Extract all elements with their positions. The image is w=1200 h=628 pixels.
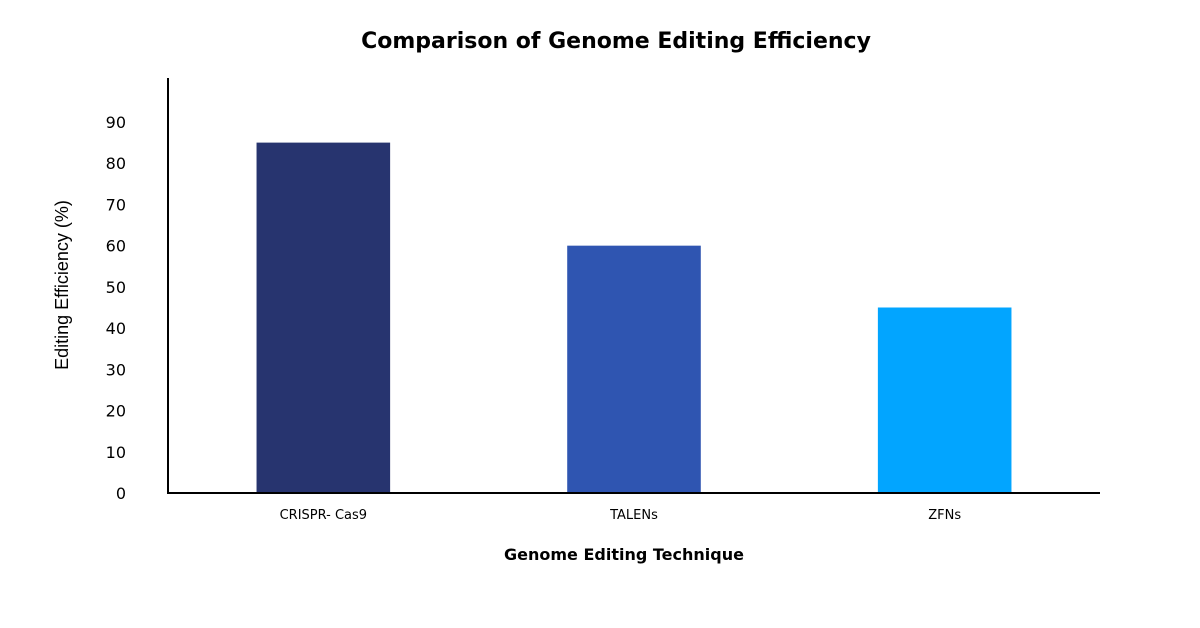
x-tick-label: CRISPR- Cas9 [280,508,367,523]
bar-crispr-cas9 [256,142,391,493]
y-tick-label: 20 [106,402,126,421]
x-tick-label: ZFNs [928,508,961,523]
bar-zfns [877,307,1012,493]
x-tick-label: TALENs [609,508,658,523]
bar-talens [567,245,701,493]
y-axis-label: Editing Efficiency (%) [52,200,72,370]
y-tick-label: 40 [106,319,126,338]
x-axis-ticks: CRISPR- Cas9 TALENs ZFNs [280,508,962,523]
y-tick-label: 50 [106,278,126,297]
y-tick-label: 10 [106,443,126,462]
y-axis-ticks: 0 10 20 30 40 50 60 70 80 90 [106,113,126,503]
y-tick-label: 30 [106,360,126,379]
y-tick-label: 70 [106,195,126,214]
y-tick-label: 0 [116,484,126,503]
y-tick-label: 80 [106,154,126,173]
chart-title: Comparison of Genome Editing Efficiency [361,29,871,54]
y-tick-label: 90 [106,113,126,132]
x-axis-label: Genome Editing Technique [504,545,744,564]
y-tick-label: 60 [106,237,126,256]
bars [256,142,1012,493]
